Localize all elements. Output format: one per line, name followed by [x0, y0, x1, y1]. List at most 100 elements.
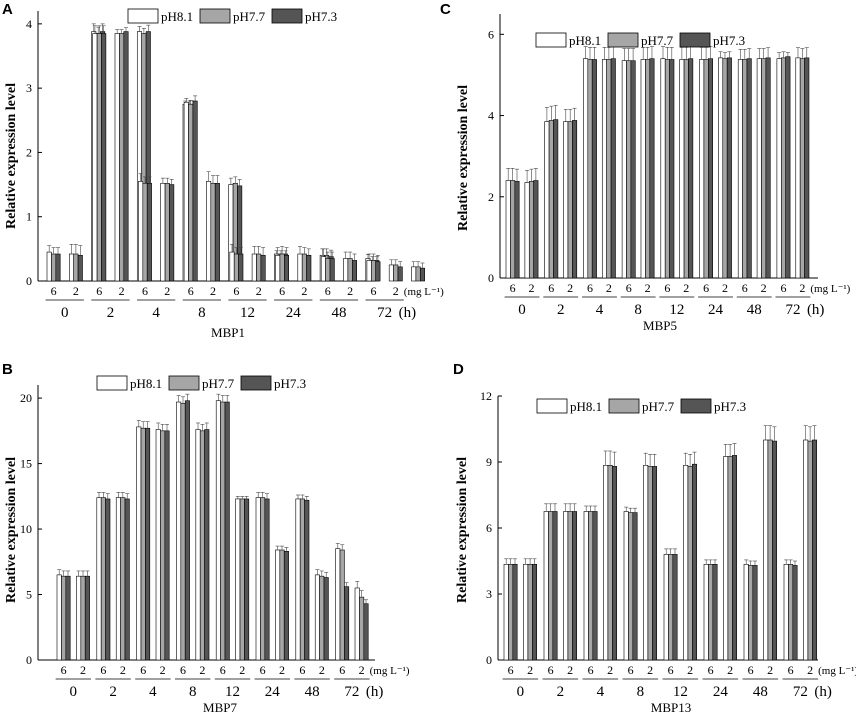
- y-tick-label: 3: [486, 587, 492, 601]
- concentration-label: 6: [510, 281, 516, 295]
- bar: [765, 57, 771, 279]
- concentration-label: 2: [799, 281, 805, 295]
- bar: [215, 400, 221, 661]
- y-tick-label: 2: [488, 190, 494, 204]
- bar: [393, 264, 399, 282]
- bar: [732, 455, 738, 661]
- time-label: 72: [785, 302, 800, 318]
- legend-label: pH8.1: [161, 9, 193, 24]
- bar: [591, 59, 597, 279]
- bar: [512, 563, 518, 661]
- bar: [210, 182, 216, 282]
- bar: [335, 548, 341, 661]
- bar: [514, 181, 520, 279]
- concentration-label: 2: [528, 281, 534, 295]
- concentration-label: 2: [567, 281, 573, 295]
- bar: [275, 254, 281, 282]
- bar: [803, 439, 809, 661]
- time-unit-label: (h): [366, 684, 384, 700]
- concentration-label: 2: [210, 284, 216, 298]
- concentration-label: 2: [727, 663, 733, 677]
- concentration-label: 6: [548, 281, 554, 295]
- bar: [743, 563, 749, 661]
- bar: [588, 511, 594, 661]
- concentration-label: 6: [626, 281, 632, 295]
- bar: [603, 464, 609, 661]
- concentration-label: 6: [548, 663, 554, 677]
- concentration-label: 2: [160, 663, 166, 677]
- concentration-label: 6: [708, 663, 714, 677]
- concentration-label: 6: [628, 663, 634, 677]
- concentration-label: 6: [61, 663, 67, 677]
- bar: [183, 101, 189, 282]
- bar: [692, 463, 698, 661]
- bar: [184, 400, 190, 661]
- concentration-label: 6: [508, 663, 514, 677]
- bar: [359, 596, 365, 661]
- chart-title: MBP1: [211, 325, 245, 340]
- concentration-label: 6: [788, 663, 794, 677]
- concentration-label: 2: [527, 663, 533, 677]
- time-label: 48: [753, 684, 768, 700]
- legend-swatch: [679, 32, 711, 48]
- y-tick-label: 6: [488, 27, 494, 41]
- y-tick-label: 15: [20, 457, 32, 471]
- bar: [77, 254, 83, 282]
- bar: [238, 253, 244, 282]
- time-label: 8: [198, 305, 206, 321]
- y-tick-label: 0: [486, 653, 492, 667]
- bar: [510, 180, 516, 279]
- bar: [799, 58, 805, 279]
- bar: [366, 260, 372, 282]
- legend-label: pH7.3: [714, 399, 746, 414]
- time-label: 24: [265, 684, 281, 700]
- bar: [275, 549, 281, 661]
- bar: [780, 57, 786, 279]
- panel-label: A: [2, 1, 13, 18]
- time-label: 48: [305, 684, 320, 700]
- bar: [548, 120, 554, 279]
- bar: [508, 563, 514, 661]
- concentration-label: 2: [239, 663, 245, 677]
- concentration-label: 2: [687, 663, 693, 677]
- concentration-label: 6: [371, 284, 377, 298]
- time-label: 72: [344, 684, 359, 700]
- concentration-label: 6: [325, 284, 331, 298]
- time-label: 12: [240, 305, 255, 321]
- bar: [807, 440, 813, 661]
- y-tick-label: 4: [26, 17, 32, 31]
- bar: [255, 497, 261, 661]
- concentration-label: 2: [301, 284, 307, 298]
- bar: [339, 549, 345, 661]
- legend-label: pH7.3: [274, 376, 306, 391]
- bar: [214, 182, 220, 282]
- concentration-label: 6: [279, 284, 285, 298]
- time-label: 12: [673, 684, 688, 700]
- chart-title: MBP7: [203, 700, 237, 715]
- bar: [640, 59, 646, 279]
- y-tick-label: 0: [26, 653, 32, 667]
- y-tick-label: 0: [26, 274, 32, 288]
- bar: [61, 575, 67, 661]
- bar: [260, 497, 266, 661]
- concentration-label: 6: [188, 284, 194, 298]
- y-tick-label: 12: [480, 389, 492, 403]
- bar: [100, 497, 106, 661]
- bar: [325, 258, 331, 282]
- bar: [748, 565, 754, 661]
- time-unit-label: (h): [399, 305, 417, 321]
- bar: [319, 575, 325, 661]
- bar: [643, 464, 649, 661]
- bar: [785, 56, 791, 279]
- bar: [105, 498, 111, 661]
- bar: [344, 586, 350, 661]
- bar: [188, 103, 194, 282]
- bar: [533, 180, 539, 279]
- legend-label: pH7.7: [642, 399, 675, 414]
- bar: [169, 184, 175, 282]
- time-label: 4: [152, 305, 160, 321]
- y-tick-label: 4: [488, 109, 494, 123]
- bar: [415, 266, 421, 282]
